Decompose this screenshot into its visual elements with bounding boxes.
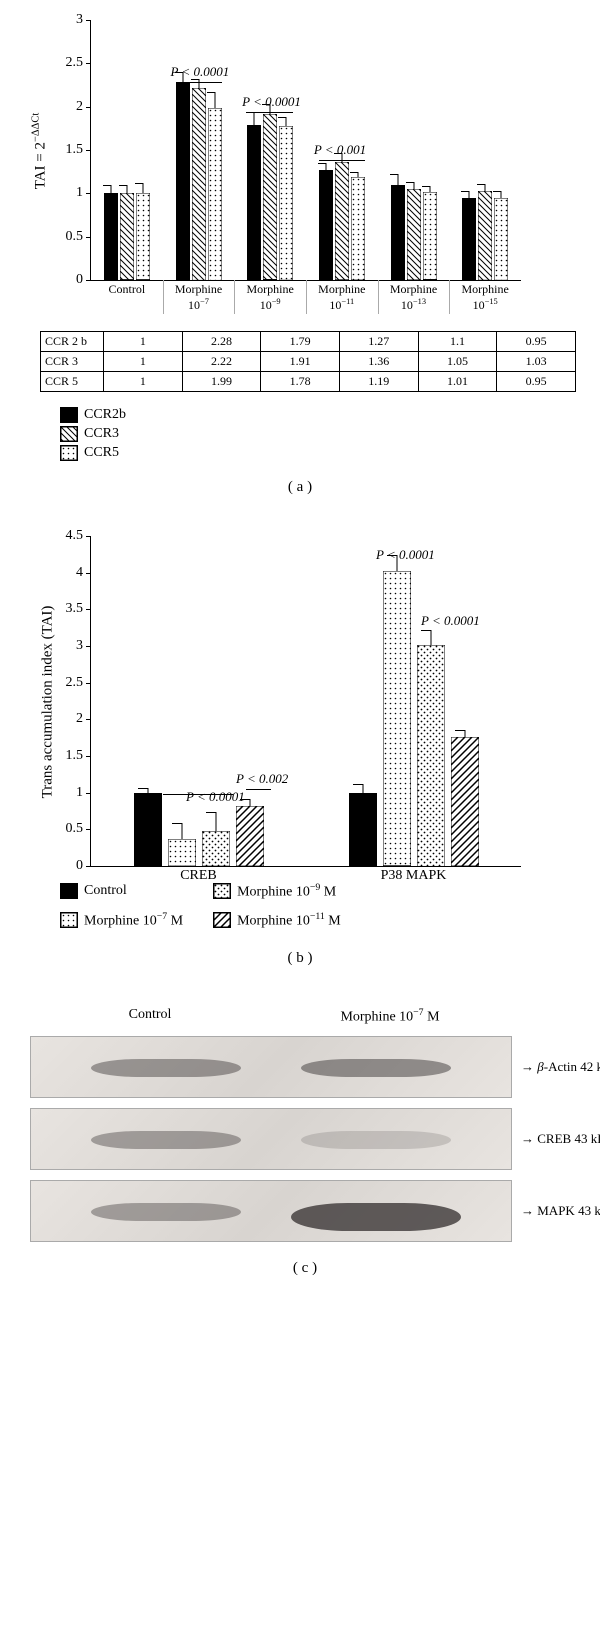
bar [236, 806, 264, 866]
bar [478, 191, 492, 280]
western-blot: → β-Actin 42 kDa [30, 1036, 512, 1098]
bar [192, 88, 206, 280]
western-blot: → MAPK 43 kDa [30, 1180, 512, 1242]
p-value: P < 0.0001 [421, 613, 480, 629]
p-value: P < 0.0001 [186, 789, 245, 805]
blot-label: → CREB 43 kDa [521, 1131, 600, 1147]
bar [263, 114, 277, 280]
x-category: Morphine10−11 [306, 280, 378, 313]
bar [208, 108, 222, 280]
x-category: CREB [91, 866, 306, 884]
x-category: Morphine10−15 [449, 280, 521, 313]
bar [247, 125, 261, 280]
p-value: P < 0.001 [314, 142, 366, 158]
blot-band [91, 1059, 241, 1077]
chart-a: 00.511.522.53ControlMorphine10−7Morphine… [90, 20, 521, 281]
bar [134, 793, 162, 866]
p-value: P < 0.0001 [376, 547, 435, 563]
p-value: P < 0.0001 [242, 94, 301, 110]
bar [423, 192, 437, 280]
bar [319, 170, 333, 280]
p-value: P < 0.0001 [171, 64, 230, 80]
bar [120, 193, 134, 280]
blot-band [91, 1203, 241, 1221]
blots: → β-Actin 42 kDa → CREB 43 kDa → MAPK 43 k… [30, 1036, 580, 1242]
legend-label: Control [84, 883, 127, 899]
western-blot: → CREB 43 kDa [30, 1108, 512, 1170]
data-table-a: CCR 2 b12.281.791.271.10.95CCR 312.221.9… [40, 331, 576, 392]
blot-label: → MAPK 43 kDa [521, 1203, 600, 1219]
bar [407, 189, 421, 280]
x-category: Morphine10−9 [234, 280, 306, 313]
blot-band [91, 1131, 241, 1149]
legend-label: Morphine 10−11 M [237, 911, 341, 930]
legend-label: CCR2b [84, 407, 126, 423]
panel-a: 00.511.522.53ControlMorphine10−7Morphine… [20, 20, 580, 496]
panel-c-label: ( c ) [30, 1260, 580, 1277]
chart-b: 00.511.522.533.544.5CREBP38 MAPKP < 0.00… [90, 536, 521, 867]
panel-c: ControlMorphine 10−7 M → β-Actin 42 kDa→… [30, 1007, 580, 1277]
bar [279, 126, 293, 280]
bar [351, 177, 365, 280]
panel-b: 00.511.522.533.544.5CREBP38 MAPKP < 0.00… [20, 536, 580, 967]
x-category: Morphine10−13 [378, 280, 450, 313]
bar [176, 82, 190, 280]
bar [462, 198, 476, 280]
blot-band [301, 1059, 451, 1077]
bar [349, 793, 377, 866]
chart-b-ylabel: Trans accumulation index (TAI) [40, 605, 57, 798]
blot-column-header: Control [30, 1007, 270, 1026]
blot-band [291, 1203, 461, 1231]
bar [494, 198, 508, 280]
panel-a-label: ( a ) [20, 479, 580, 496]
legend-label: Morphine 10−7 M [84, 911, 183, 930]
bar [168, 839, 196, 866]
legend-a: CCR2b CCR3 CCR5 [60, 407, 580, 461]
p-value: P < 0.002 [236, 771, 288, 787]
bar [391, 185, 405, 280]
bar [335, 162, 349, 280]
bar [104, 193, 118, 280]
bar [383, 571, 411, 866]
x-category: P38 MAPK [306, 866, 521, 884]
bar [136, 193, 150, 280]
legend-label: CCR3 [84, 426, 119, 442]
bar [451, 737, 479, 866]
blot-column-header: Morphine 10−7 M [270, 1007, 510, 1026]
x-category: Morphine10−7 [163, 280, 235, 313]
bar [202, 831, 230, 866]
blot-columns: ControlMorphine 10−7 M [30, 1007, 510, 1026]
x-category: Control [91, 280, 163, 297]
chart-a-ylabel: TAI = 2−ΔΔCt [31, 112, 50, 189]
blot-label: → β-Actin 42 kDa [521, 1059, 600, 1075]
blot-band [301, 1131, 451, 1149]
legend-label: CCR5 [84, 445, 119, 461]
bar [417, 645, 445, 866]
legend-b: Control Morphine 10−9 M Morphine 10−7 M Mor… [60, 879, 580, 932]
panel-b-label: ( b ) [20, 950, 580, 967]
legend-label: Morphine 10−9 M [237, 882, 336, 901]
